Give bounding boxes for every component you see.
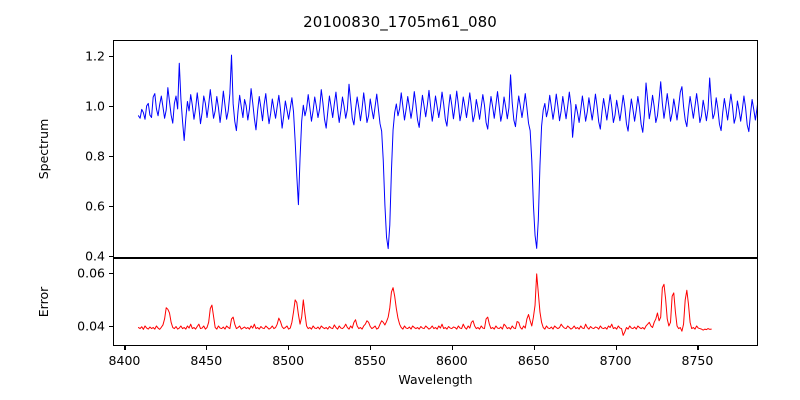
x-tick-mark [370,346,372,350]
figure-title: 20100830_1705m61_080 [303,13,497,31]
y-tick-label-spectrum: 0.8 [85,148,105,164]
x-tick-label: 8400 [108,353,141,368]
y-tick-label-spectrum: 1.2 [85,48,105,64]
x-tick-mark [206,346,208,350]
y-tick-mark-spectrum [109,56,113,58]
y-tick-label-spectrum: 1.0 [85,98,105,114]
error-plot-area [137,273,712,336]
spectrum-line [137,54,757,250]
x-tick-mark [288,346,290,350]
x-tick-label: 8450 [190,353,223,368]
spectrum-panel [113,40,758,258]
error-panel [113,258,758,346]
x-tick-mark [615,346,617,350]
x-tick-label: 8650 [517,353,550,368]
x-tick-label: 8600 [435,353,468,368]
y-tick-label-error: 0.04 [77,318,105,334]
spectrum-plot-area [137,54,757,250]
x-tick-mark [697,346,699,350]
x-tick-mark [533,346,535,350]
x-tick-label: 8750 [681,353,714,368]
y-tick-label-spectrum: 0.6 [85,198,105,214]
error-line [137,273,712,336]
x-tick-mark [124,346,126,350]
y-tick-mark-error [109,326,113,328]
y-tick-mark-spectrum [109,155,113,157]
y-tick-label-spectrum: 0.4 [85,248,105,263]
x-axis-label: Wavelength [398,372,473,387]
x-tick-mark [451,346,453,350]
x-tick-label: 8500 [272,353,305,368]
y-tick-mark-spectrum [109,106,113,108]
y-tick-mark-spectrum [109,255,113,257]
x-tick-label: 8550 [354,353,386,368]
y-tick-mark-spectrum [109,205,113,207]
x-tick-label: 8700 [599,353,632,368]
y-tick-label-error: 0.06 [77,265,105,281]
y-tick-mark-error [109,272,113,274]
